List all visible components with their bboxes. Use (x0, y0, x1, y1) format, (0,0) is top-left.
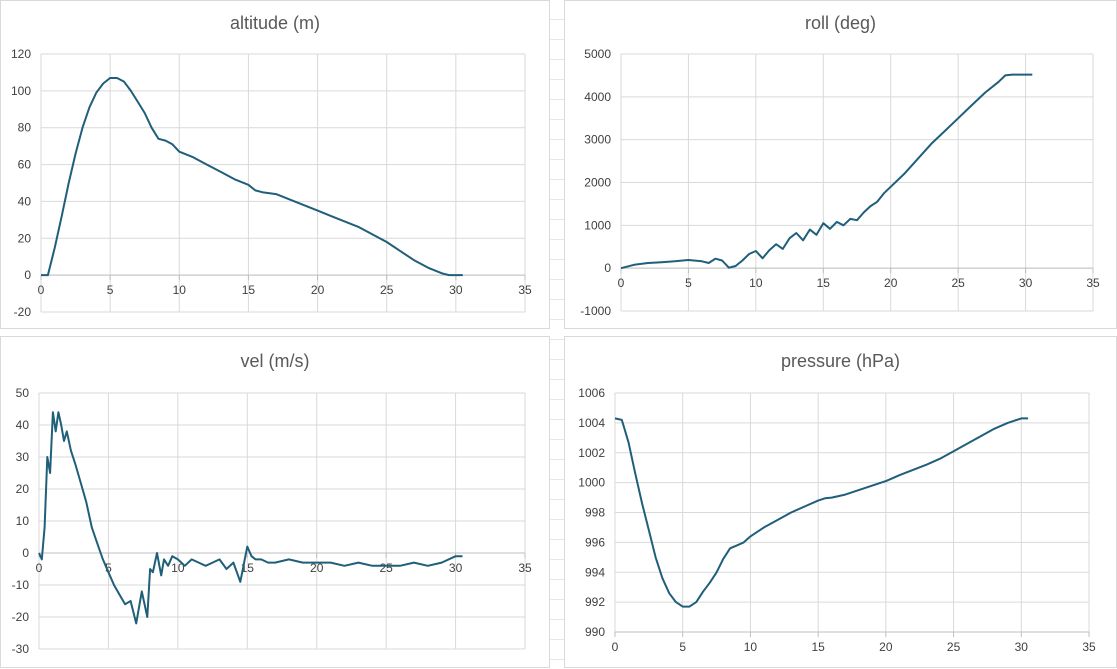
y-tick-label: 0 (24, 268, 31, 282)
x-tick-label: 35 (1082, 640, 1096, 654)
y-tick-label: 30 (16, 450, 30, 464)
y-tick-label: 40 (16, 418, 30, 432)
series-line-roll (620, 73, 1033, 270)
chart-title: altitude (m) (229, 13, 321, 33)
chart-panel-pressure[interactable]: pressure (hPa) 990 992 994 996 998 1000 1002 10… (564, 336, 1117, 668)
y-tick-label: 50 (16, 386, 30, 400)
y-tick-label: 120 (11, 47, 31, 61)
chart-panel-vel[interactable]: vel (m/s) -30 -20 -10 0 10 20 30 40 50 0 5 10 15 20 25… (0, 336, 550, 668)
x-tick-label: 5 (679, 640, 686, 654)
x-tick-label: 10 (749, 276, 763, 290)
chart-svg-roll: -1000 0 1000 2000 3000 4000 5000 0 5 10 15 20 25 30 35 (580, 47, 1100, 318)
y-tick-label: 990 (585, 625, 605, 639)
x-tick-label: 35 (1086, 276, 1100, 290)
x-tick-label: 0 (36, 561, 43, 575)
x-tick-label: 10 (744, 640, 758, 654)
x-tick-label: 15 (817, 276, 831, 290)
x-tick-label: 25 (380, 283, 394, 297)
x-tick-label: 35 (518, 283, 532, 297)
chart-title: vel (m/s) (240, 351, 310, 371)
x-tick-label: 15 (811, 640, 825, 654)
y-tick-label: 0 (22, 546, 29, 560)
y-tick-label: -20 (12, 610, 30, 624)
y-tick-label: 1000 (578, 476, 605, 490)
x-tick-label: 20 (310, 561, 324, 575)
y-tick-label: -20 (14, 305, 32, 319)
x-tick-label: 25 (947, 640, 961, 654)
chart-svg-altitude: -20 0 20 40 60 80 100 120 0 5 10 15 20 25 30 35 (11, 47, 532, 319)
chart-panel-altitude[interactable]: altitude (m) -20 0 20 40 60 80 100 120 0 5 10 15 20 2… (0, 0, 550, 329)
y-tick-label: 20 (16, 482, 30, 496)
x-tick-label: 0 (612, 640, 619, 654)
x-tick-label: 30 (449, 561, 463, 575)
y-tick-label: 2000 (584, 176, 611, 190)
y-tick-label: 80 (18, 121, 32, 135)
y-tick-label: 1000 (584, 218, 611, 232)
y-tick-label: 994 (585, 565, 605, 579)
y-tick-label: -10 (12, 578, 30, 592)
y-tick-label: 996 (585, 535, 605, 549)
x-tick-label: 0 (618, 276, 625, 290)
x-tick-label: 30 (449, 283, 463, 297)
y-tick-label: 100 (11, 84, 31, 98)
x-tick-label: 15 (242, 283, 256, 297)
y-tick-label: 60 (18, 158, 32, 172)
y-tick-label: 10 (16, 514, 30, 528)
y-tick-label: 1006 (578, 386, 605, 400)
y-tick-label: 0 (604, 261, 611, 275)
chart-title: pressure (hPa) (780, 351, 901, 371)
x-tick-label: 10 (171, 561, 185, 575)
x-tick-label: 20 (311, 283, 325, 297)
y-tick-label: 5000 (584, 47, 611, 61)
x-tick-label: 25 (951, 276, 965, 290)
y-tick-label: 20 (18, 231, 32, 245)
chart-title: roll (deg) (804, 13, 877, 33)
x-tick-label: 30 (1015, 640, 1029, 654)
x-tick-label: 10 (173, 283, 187, 297)
chart-panel-roll[interactable]: roll (deg) -1000 0 1000 2000 3000 4000 5000 0 5 1… (564, 0, 1117, 329)
y-tick-label: -30 (12, 642, 30, 656)
series-line-vel (38, 411, 463, 625)
y-tick-label: 40 (18, 194, 32, 208)
y-tick-label: 3000 (584, 133, 611, 147)
x-tick-label: 0 (38, 283, 45, 297)
y-tick-label: 1002 (578, 446, 605, 460)
chart-svg-pressure: 990 992 994 996 998 1000 1002 1004 1006 0 5 10 15 20 2… (578, 386, 1096, 654)
x-tick-label: 20 (884, 276, 898, 290)
x-tick-label: 5 (105, 561, 112, 575)
x-tick-label: 5 (685, 276, 692, 290)
series-line-pressure (614, 417, 1029, 608)
y-tick-label: 1004 (578, 416, 605, 430)
y-tick-label: -1000 (580, 304, 611, 318)
y-tick-label: 4000 (584, 90, 611, 104)
series-line-altitude (41, 77, 463, 277)
x-tick-label: 35 (518, 561, 532, 575)
x-tick-label: 20 (879, 640, 893, 654)
x-tick-label: 25 (379, 561, 393, 575)
y-tick-label: 998 (585, 506, 605, 520)
x-tick-label: 30 (1019, 276, 1033, 290)
x-tick-label: 5 (107, 283, 114, 297)
y-tick-label: 992 (585, 595, 605, 609)
